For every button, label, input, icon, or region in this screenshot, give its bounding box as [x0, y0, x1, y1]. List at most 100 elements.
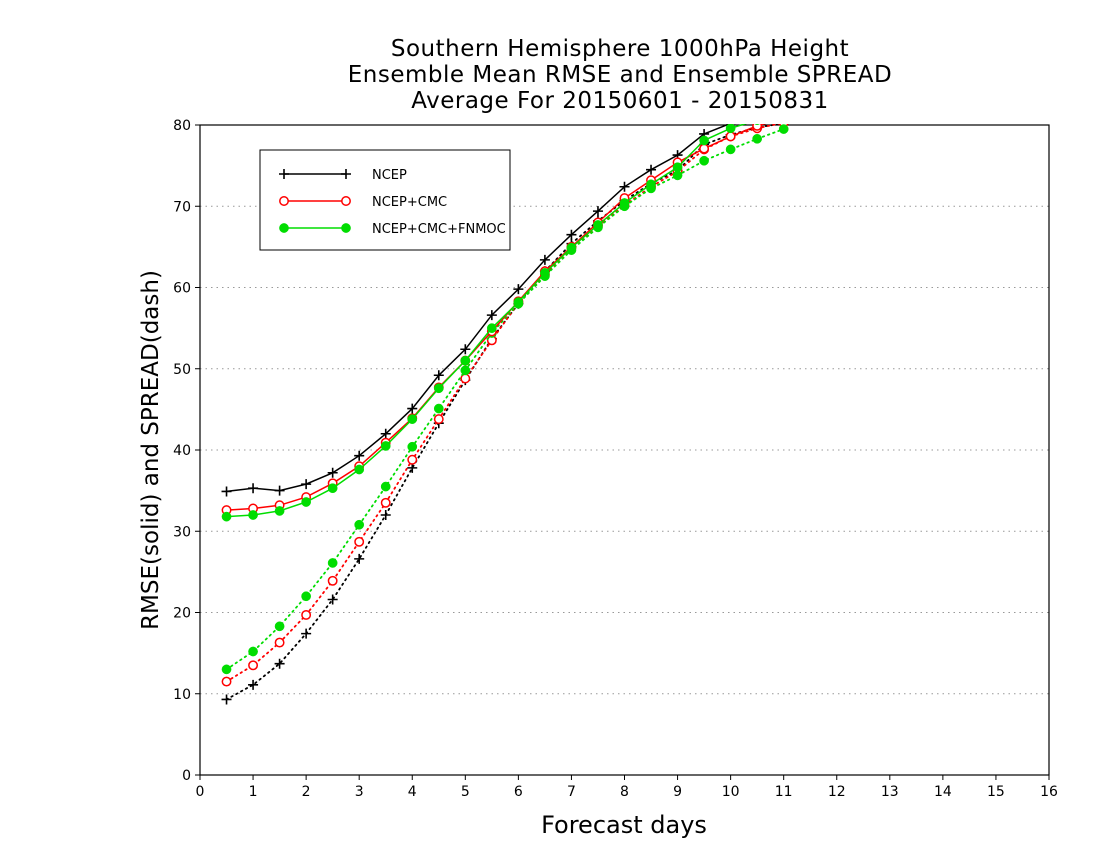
x-tick-label: 15 — [987, 784, 1005, 800]
data-point — [274, 485, 285, 496]
data-point — [646, 179, 656, 190]
chart-title-line-3: Average For 20150601 - 20150831 — [411, 88, 829, 114]
x-tick-label: 13 — [881, 784, 899, 800]
y-tick-label: 50 — [173, 362, 191, 378]
legend-item: NCEP+CMC — [279, 195, 447, 210]
y-tick-label: 30 — [173, 524, 191, 540]
data-point — [699, 155, 709, 166]
series-line — [226, 124, 748, 518]
data-point — [248, 679, 259, 690]
series-line — [226, 124, 732, 493]
data-point — [779, 114, 787, 122]
series-line — [225, 128, 785, 671]
data-point — [539, 254, 550, 265]
data-point — [646, 164, 657, 175]
data-point — [513, 297, 524, 307]
series-line — [225, 124, 785, 701]
data-point — [433, 383, 444, 394]
data-point — [619, 181, 630, 192]
data-point — [327, 467, 338, 478]
data-point — [248, 483, 259, 494]
data-point — [354, 536, 365, 547]
data-point — [301, 628, 312, 639]
x-tick-label: 8 — [620, 784, 629, 800]
gridlines — [200, 205, 1049, 695]
series-line — [226, 124, 767, 511]
y-tick-label: 40 — [173, 443, 191, 459]
data-point — [248, 646, 258, 657]
legend-marker — [279, 196, 289, 206]
data-point — [592, 206, 603, 217]
data-point — [380, 441, 391, 451]
legend-marker — [341, 196, 351, 206]
data-point — [672, 162, 683, 173]
legend-label: NCEP+CMC+FNMOC — [372, 222, 506, 237]
data-point — [407, 441, 418, 452]
data-point — [407, 414, 418, 424]
data-point — [540, 268, 550, 278]
data-point — [301, 591, 311, 602]
data-point — [327, 575, 338, 586]
series-rmse-ncep-cmc-fnmoc — [221, 108, 788, 522]
data-point — [354, 464, 365, 475]
x-tick-label: 2 — [302, 784, 311, 800]
data-point — [380, 481, 391, 492]
data-point — [433, 403, 444, 414]
legend-item: NCEP — [279, 168, 407, 183]
data-point — [433, 414, 444, 425]
data-point — [274, 637, 285, 648]
chart-title-line-1: Southern Hemisphere 1000hPa Height — [390, 36, 850, 62]
data-point — [752, 108, 762, 118]
data-point — [221, 664, 232, 675]
x-axis-label: Forecast days — [541, 811, 707, 839]
x-tick-label: 7 — [567, 784, 576, 800]
data-point — [486, 323, 497, 333]
data-point — [327, 594, 338, 605]
chart-title: Southern Hemisphere 1000hPa Height Ensem… — [260, 36, 980, 114]
x-tick-label: 5 — [461, 784, 470, 800]
data-point — [433, 370, 444, 381]
x-tick-label: 3 — [355, 784, 364, 800]
data-point — [380, 510, 391, 520]
data-point — [407, 403, 418, 414]
x-tick-label: 10 — [722, 784, 740, 800]
data-point — [221, 694, 232, 705]
data-point — [407, 454, 418, 465]
data-point — [274, 506, 285, 516]
data-point — [754, 124, 761, 125]
y-tick-label: 10 — [173, 687, 191, 703]
data-point — [327, 483, 338, 494]
legend-marker — [341, 169, 351, 179]
series-group — [221, 100, 789, 705]
data-point — [779, 100, 789, 110]
data-point — [380, 497, 391, 508]
y-tick-label: 20 — [173, 606, 191, 622]
data-point — [221, 676, 232, 687]
data-point — [672, 170, 683, 181]
x-tick-label: 11 — [775, 784, 793, 800]
data-point — [725, 131, 736, 142]
series-line — [225, 124, 782, 683]
data-point — [248, 510, 258, 520]
x-tick-label: 6 — [514, 784, 523, 800]
legend-label: NCEP — [372, 168, 407, 183]
y-axis-label: RMSE(solid) and SPREAD(dash) — [138, 270, 164, 630]
data-point — [354, 519, 365, 530]
data-point — [221, 511, 232, 522]
data-point — [779, 108, 788, 117]
data-point — [778, 124, 789, 134]
data-point — [725, 144, 736, 155]
data-point — [248, 660, 259, 671]
data-point — [221, 486, 232, 497]
data-point — [513, 284, 524, 295]
data-point — [327, 558, 338, 568]
legend-label: NCEP+CMC — [372, 195, 447, 210]
data-point — [354, 553, 365, 564]
legend-item: NCEP+CMC+FNMOC — [279, 222, 506, 237]
x-tick-label: 4 — [408, 784, 417, 800]
data-point — [486, 310, 497, 321]
x-tick-label: 16 — [1040, 784, 1058, 800]
x-tick-label: 12 — [828, 784, 846, 800]
y-tick-label: 70 — [173, 199, 191, 215]
